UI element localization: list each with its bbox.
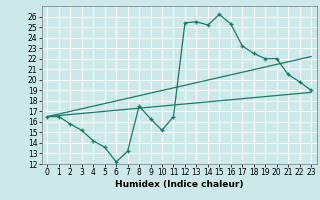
X-axis label: Humidex (Indice chaleur): Humidex (Indice chaleur) (115, 180, 244, 189)
